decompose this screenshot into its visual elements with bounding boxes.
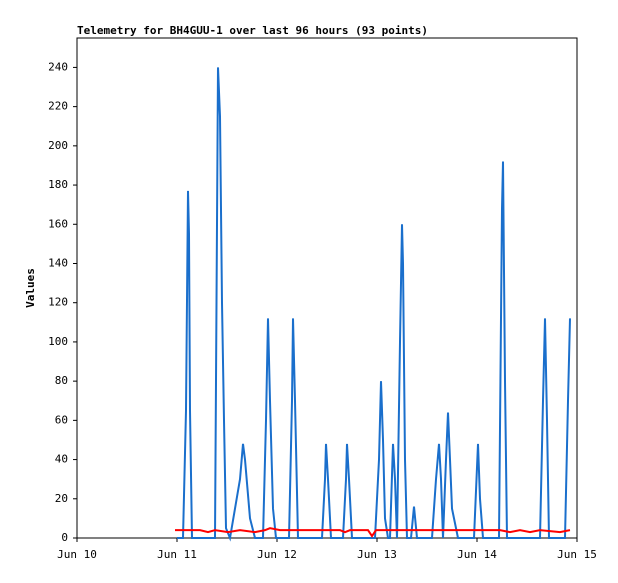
y-tick-label: 80: [55, 374, 68, 387]
y-tick-label: 0: [61, 531, 68, 544]
x-tick-label: Jun 13: [357, 548, 397, 561]
y-tick-label: 120: [48, 296, 68, 309]
chart-title: Telemetry for BH4GUU-1 over last 96 hour…: [77, 24, 428, 37]
y-tick-label: 140: [48, 256, 68, 269]
y-tick-label: 160: [48, 217, 68, 230]
x-tick-label: Jun 10: [57, 548, 97, 561]
y-tick-label: 40: [55, 453, 68, 466]
y-tick-label: 220: [48, 100, 68, 113]
y-tick-label: 100: [48, 335, 68, 348]
x-tick-label: Jun 12: [257, 548, 297, 561]
x-tick-label: Jun 14: [457, 548, 497, 561]
series-line: [175, 527, 571, 538]
y-tick-label: 20: [55, 492, 68, 505]
plot-frame: [76, 37, 578, 539]
y-tick-label: 60: [55, 413, 68, 426]
y-tick-label: 240: [48, 60, 68, 73]
y-axis-label: Values: [24, 268, 37, 308]
y-tick-label: 180: [48, 178, 68, 191]
y-tick-label: 200: [48, 139, 68, 152]
series-line: [177, 67, 571, 542]
x-tick-label: Jun 15: [557, 548, 597, 561]
x-tick-label: Jun 11: [157, 548, 197, 561]
